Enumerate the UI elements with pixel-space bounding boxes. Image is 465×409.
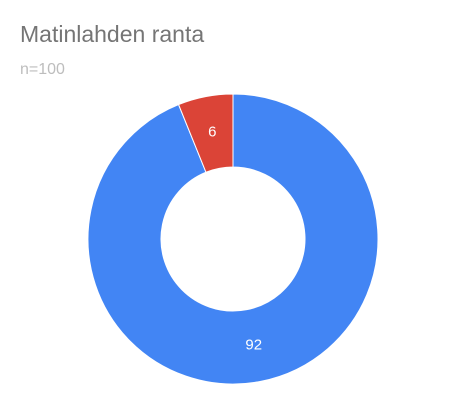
- chart-subtitle: n=100: [20, 61, 65, 78]
- data-label: 92: [245, 336, 262, 353]
- slice: [177, 93, 234, 173]
- chart-title: Matinlahden ranta: [20, 21, 204, 47]
- slice: [87, 93, 379, 385]
- data-label: 6: [208, 123, 216, 140]
